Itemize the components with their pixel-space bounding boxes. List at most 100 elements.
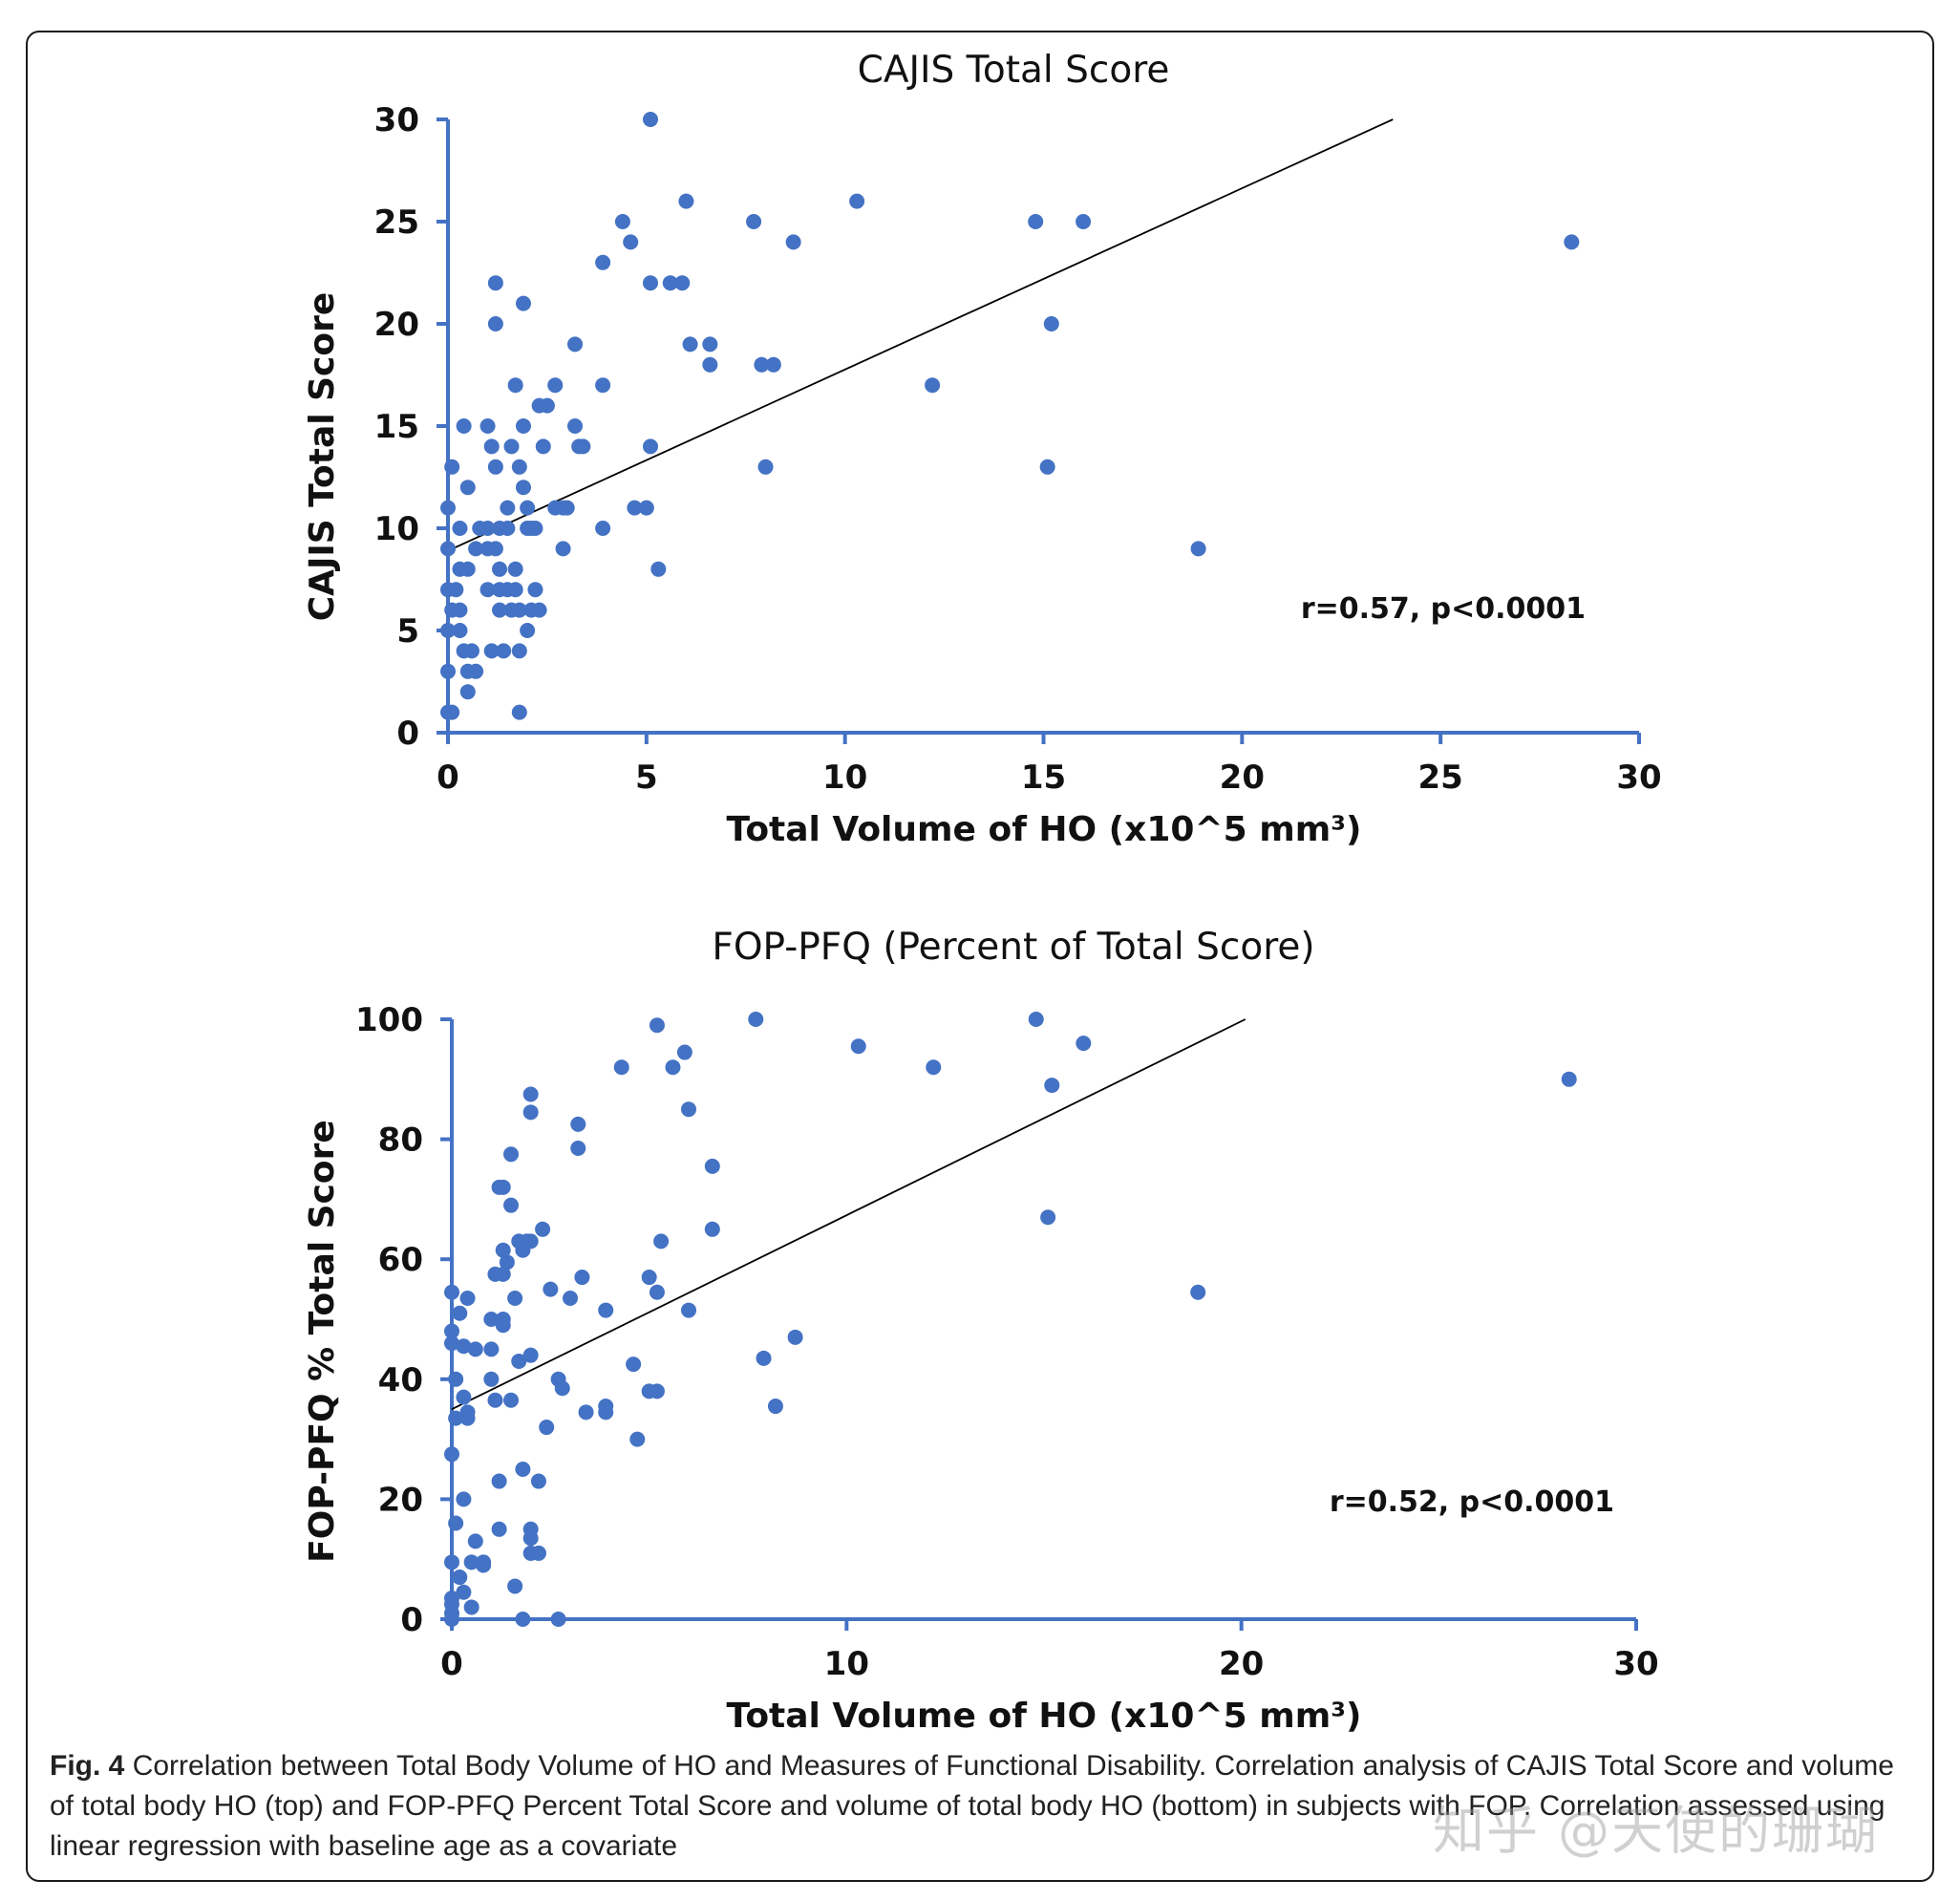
data-point: [674, 275, 691, 291]
trend-line: [451, 1018, 1246, 1411]
x-tick-label: 10: [824, 1645, 869, 1683]
data-point: [507, 377, 523, 394]
x-axis-label: Total Volume of HO (x10^5 mm³): [727, 810, 1362, 849]
data-point: [1190, 1284, 1206, 1300]
data-point: [1039, 459, 1055, 475]
data-point: [483, 1341, 500, 1357]
y-tick-label: 5: [396, 612, 419, 651]
data-point: [570, 1141, 586, 1157]
data-point: [444, 1612, 459, 1627]
data-point: [459, 561, 476, 577]
data-point: [539, 1420, 555, 1436]
data-point: [1561, 1071, 1577, 1087]
caption-label: Fig. 4: [50, 1750, 125, 1782]
data-point: [448, 1371, 464, 1387]
data-point: [653, 1233, 670, 1250]
data-point: [444, 1554, 459, 1570]
data-point: [515, 480, 531, 496]
data-point: [448, 1410, 464, 1426]
caption-text: Correlation between Total Body Volume of…: [50, 1750, 1894, 1862]
data-point: [463, 1599, 479, 1615]
x-tick-label: 5: [635, 758, 658, 797]
data-point: [746, 214, 762, 229]
data-point: [476, 1557, 492, 1573]
data-point: [578, 1404, 594, 1420]
data-point: [1076, 214, 1092, 229]
data-point: [507, 1291, 523, 1307]
data-point: [642, 275, 658, 291]
data-point: [468, 663, 484, 679]
data-point: [522, 1104, 539, 1121]
y-tick-label: 20: [374, 306, 419, 344]
y-tick-label: 15: [374, 408, 419, 446]
data-point: [515, 1242, 531, 1258]
data-point: [448, 1515, 464, 1531]
data-point: [550, 1612, 566, 1627]
x-tick-label: 20: [1220, 758, 1265, 797]
data-point: [515, 1462, 531, 1477]
data-point: [650, 561, 667, 577]
data-point: [767, 1399, 783, 1415]
data-point: [507, 561, 523, 577]
y-axis-label: CAJIS Total Score: [303, 292, 342, 622]
data-point: [520, 623, 536, 638]
data-point: [503, 1146, 519, 1163]
data-point: [702, 336, 718, 352]
y-tick-label: 20: [378, 1481, 423, 1519]
data-point: [452, 623, 468, 638]
data-point: [567, 336, 584, 352]
data-point: [491, 1521, 507, 1537]
data-point: [440, 541, 456, 557]
data-point: [681, 1302, 696, 1318]
data-point: [459, 1410, 476, 1426]
data-point: [575, 438, 591, 455]
y-tick-label: 30: [374, 101, 419, 139]
data-point: [676, 1044, 692, 1060]
data-point: [748, 1012, 764, 1027]
data-point: [495, 1266, 511, 1282]
data-point: [467, 1533, 483, 1549]
data-point: [503, 1197, 519, 1213]
data-point: [511, 643, 527, 659]
x-tick-label: 30: [1616, 758, 1661, 797]
data-point: [681, 1101, 696, 1118]
data-point: [754, 356, 770, 373]
data-point: [1076, 1036, 1092, 1052]
y-tick-label: 60: [378, 1241, 423, 1279]
data-point: [444, 1335, 459, 1352]
data-point: [492, 602, 508, 618]
data-point: [595, 254, 611, 270]
y-tick-label: 40: [378, 1361, 423, 1399]
data-point: [554, 1380, 570, 1397]
fop-pfq-scatter-chart: FOP-PFQ (Percent of Total Score) Total V…: [303, 926, 1659, 1736]
figure-frame: [26, 31, 1934, 1882]
data-point: [850, 1038, 866, 1055]
y-tick-label: 80: [378, 1121, 423, 1160]
data-point: [495, 1179, 511, 1195]
data-point: [440, 663, 456, 679]
data-point: [483, 438, 500, 455]
data-point: [452, 602, 468, 618]
data-point: [479, 418, 496, 434]
data-point: [704, 1221, 720, 1237]
correlation-annotation: r=0.52, p<0.0001: [1330, 1485, 1614, 1519]
x-axis-label: Total Volume of HO (x10^5 mm³): [727, 1697, 1362, 1736]
data-point: [487, 459, 503, 475]
data-point: [1043, 316, 1059, 331]
data-point: [511, 704, 527, 720]
data-point: [479, 582, 496, 598]
chart-title: CAJIS Total Score: [858, 49, 1170, 92]
data-point: [444, 1323, 459, 1339]
data-point: [925, 377, 941, 394]
y-tick-label: 100: [355, 1001, 423, 1039]
data-point: [440, 500, 456, 516]
trend-line: [447, 118, 1394, 552]
data-point: [787, 1329, 803, 1345]
data-point: [522, 1530, 539, 1547]
data-point: [626, 1356, 642, 1373]
data-point: [495, 1242, 511, 1258]
data-point: [468, 541, 484, 557]
data-point: [499, 1254, 515, 1271]
data-point: [595, 377, 611, 394]
y-axis-label: FOP-PFQ % Total Score: [303, 1120, 342, 1563]
